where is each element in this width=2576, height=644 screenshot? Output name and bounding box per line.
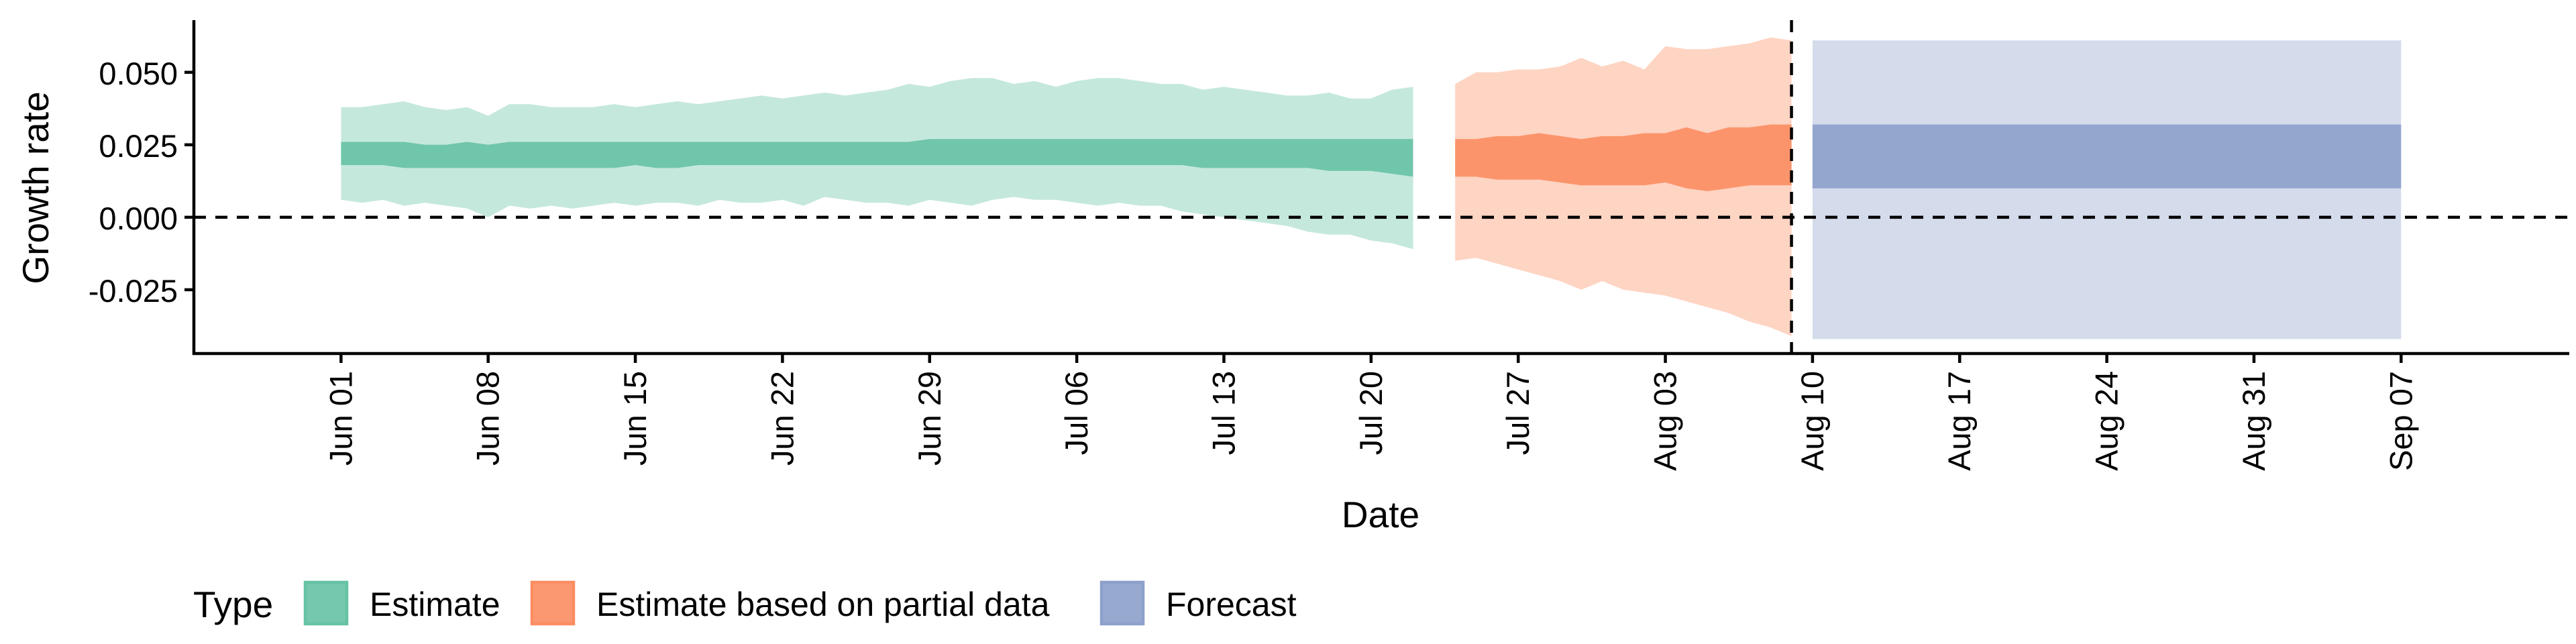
axes (192, 20, 2569, 356)
x-tick-label: Jul 13 (1206, 371, 1242, 455)
y-axis-title: Growth rate (15, 91, 56, 284)
legend-label-estimate-based-on-partial-data: Estimate based on partial data (596, 586, 1050, 623)
estimate-based-on-partial-data-inner-band (1455, 124, 1792, 191)
x-tick-label: Aug 03 (1648, 371, 1683, 471)
legend: Type Estimate Estimate based on partial da… (193, 580, 1297, 626)
estimate-based-on-partial-data-outer-band (1455, 37, 1792, 337)
y-tick-label: 0.050 (99, 56, 178, 91)
x-tick-label: Sep 07 (2383, 371, 2418, 471)
legend-label-forecast: Forecast (1166, 586, 1297, 623)
x-axis-title: Date (1342, 494, 1419, 535)
x-tick-label: Jun 15 (617, 371, 653, 466)
legend-swatch-estimate (303, 580, 349, 626)
x-tick-label: Jun 22 (764, 371, 800, 466)
x-tick-label: Jul 06 (1059, 371, 1094, 455)
legend-title: Type (193, 584, 273, 625)
y-tick-label: 0.000 (99, 201, 178, 236)
x-tick-label: Aug 10 (1794, 371, 1830, 471)
y-tick-label: 0.025 (99, 128, 178, 164)
x-tick-label: Jun 29 (912, 371, 947, 466)
x-tick-label: Jun 08 (470, 371, 506, 466)
ribbon-layer (341, 37, 2402, 339)
x-tick-label: Jun 01 (323, 371, 358, 466)
y-tick-label: -0.025 (89, 273, 178, 309)
x-axis-ticks: Jun 01 Jun 08 Jun 15 Jun 22 Jun 29 Jul 06 Jul … (323, 354, 2418, 471)
estimate-inner-band (341, 139, 1413, 177)
forecast-outer-band (1812, 40, 2402, 339)
x-tick-label: Aug 31 (2236, 371, 2271, 471)
x-tick-label: Jul 27 (1500, 371, 1536, 455)
legend-label-estimate: Estimate (370, 586, 500, 623)
x-tick-label: Jul 20 (1353, 371, 1389, 455)
legend-swatch-estimate-based-on-partial-data (530, 580, 576, 626)
reference-lines (194, 20, 2569, 354)
forecast-inner-band (1812, 124, 2402, 189)
x-tick-label: Aug 24 (2089, 371, 2125, 471)
legend-swatch-forecast (1099, 580, 1145, 626)
x-tick-label: Aug 17 (1941, 371, 1977, 471)
y-axis-ticks: -0.025 0.000 0.025 0.050 (89, 56, 194, 309)
